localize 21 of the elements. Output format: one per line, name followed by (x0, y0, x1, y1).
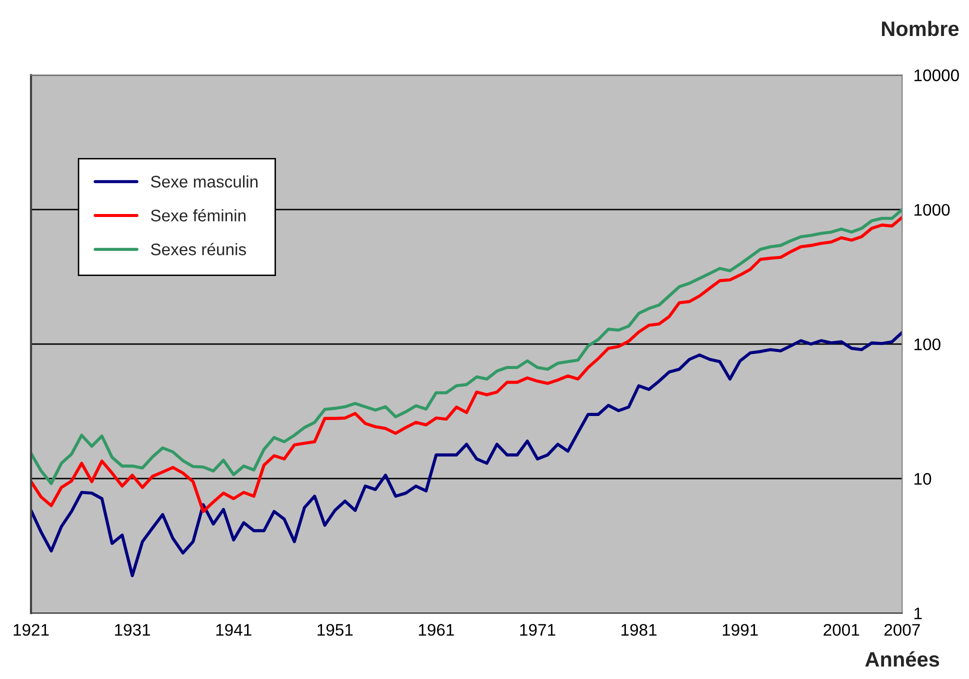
y-tick-label: 10000 (914, 69, 959, 82)
x-tick-label: 1921 (14, 624, 49, 636)
y-tick-label: 10 (914, 473, 932, 485)
legend-label: Sexe féminin (150, 209, 246, 222)
x-tick-label: 1991 (722, 624, 758, 636)
y-tick-label: 1000 (914, 204, 950, 216)
x-tick-label: 2001 (824, 624, 860, 636)
x-tick-label: 1931 (115, 624, 150, 636)
line-series (31, 330, 902, 578)
x-tick-label: 1961 (418, 624, 454, 636)
x-tick-label: 1981 (622, 624, 656, 636)
legend-label: Sexes réunis (150, 242, 246, 256)
x-tick-label: 1951 (318, 624, 353, 636)
y-tick-label: 100 (914, 338, 940, 350)
x-tick-label: 1971 (520, 624, 556, 636)
x-axis-title: Années (865, 651, 940, 667)
x-tick-label: 1941 (216, 624, 252, 636)
y-tick-label: 1 (914, 608, 922, 620)
y-axis-title: Nombre (882, 20, 959, 36)
x-tick-label: 2007 (884, 624, 920, 636)
legend-label: Sexe masculin (150, 175, 258, 188)
